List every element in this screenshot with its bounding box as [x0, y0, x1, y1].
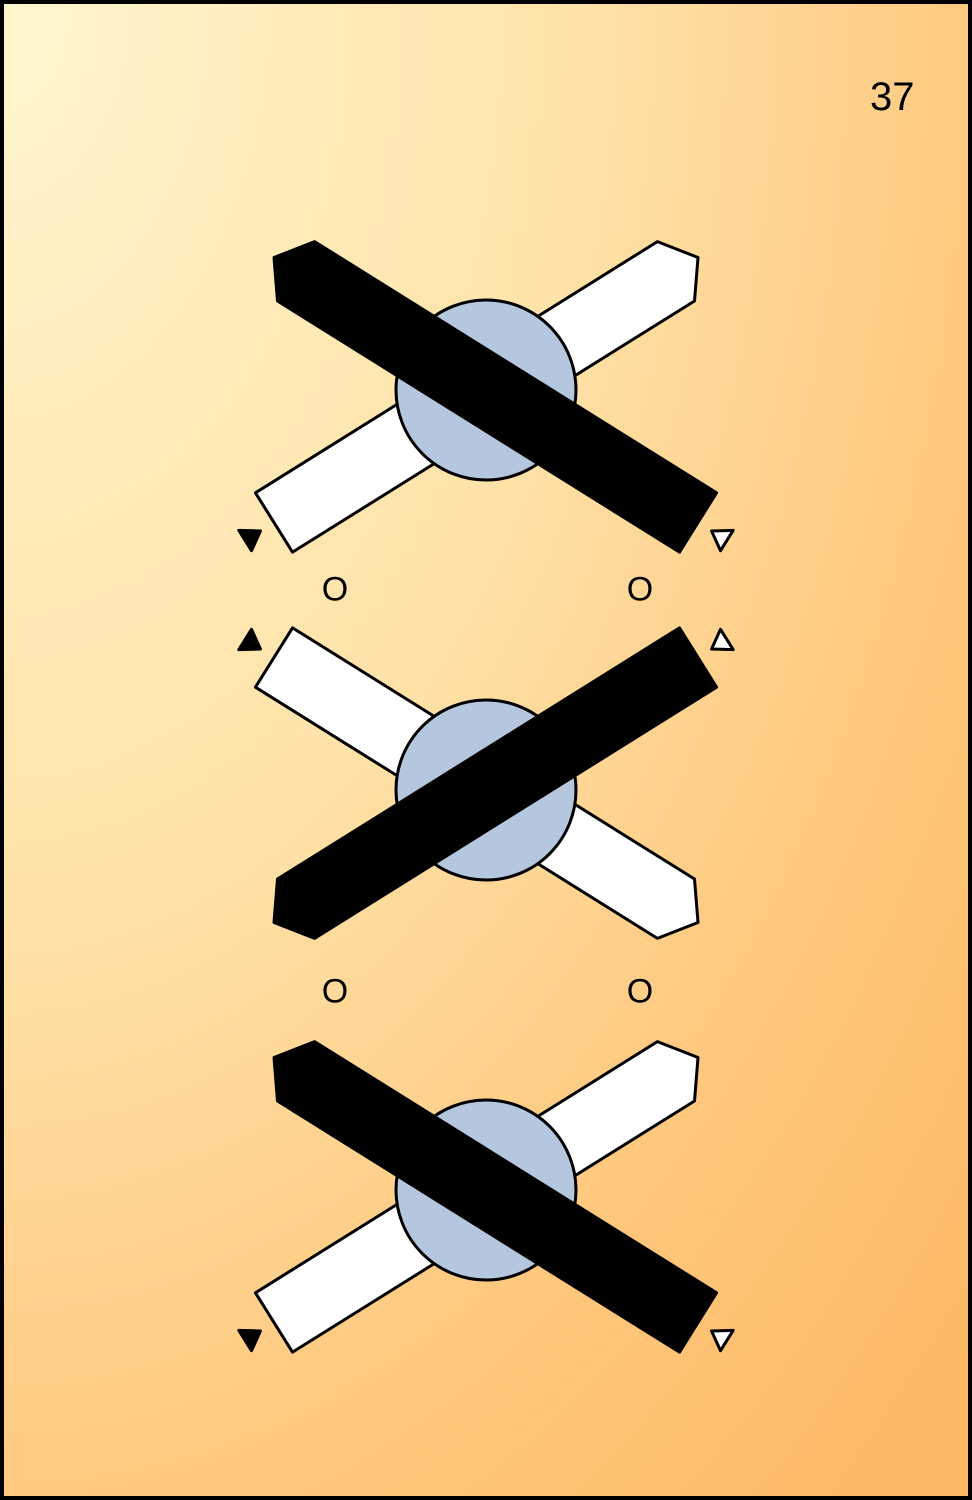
o-label-2: O: [322, 973, 348, 1012]
diagram-page: 37 O O O O: [0, 0, 972, 1500]
page-number: 37: [870, 75, 915, 120]
o-label-1: O: [627, 571, 653, 610]
diagram-svg: [0, 0, 972, 1500]
o-label-3: O: [627, 973, 653, 1012]
o-label-0: O: [322, 571, 348, 610]
